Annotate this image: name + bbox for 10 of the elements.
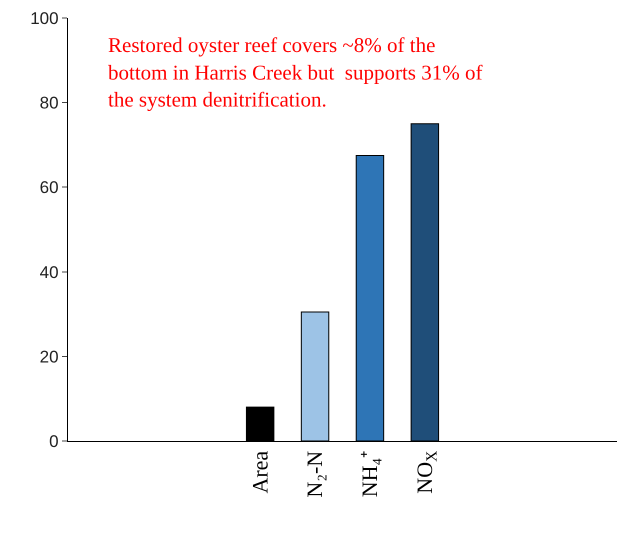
- x-tick-label: NH₄⁺: [357, 450, 382, 498]
- y-tick-label: 40: [40, 262, 59, 282]
- annotation: Restored oyster reef covers ~8% of the bottom in Harris Creek but supports 31% of the system denitrification.: [108, 33, 482, 112]
- y-tick-label: 0: [49, 432, 59, 451]
- x-tick-label: N₂-N: [302, 450, 328, 498]
- x-tick-label: Area: [247, 450, 272, 494]
- y-tick-label: 100: [30, 8, 59, 28]
- y-tick-label: 20: [40, 347, 59, 366]
- y-tick-label: 60: [40, 178, 59, 198]
- y-tick-label: 80: [40, 94, 59, 113]
